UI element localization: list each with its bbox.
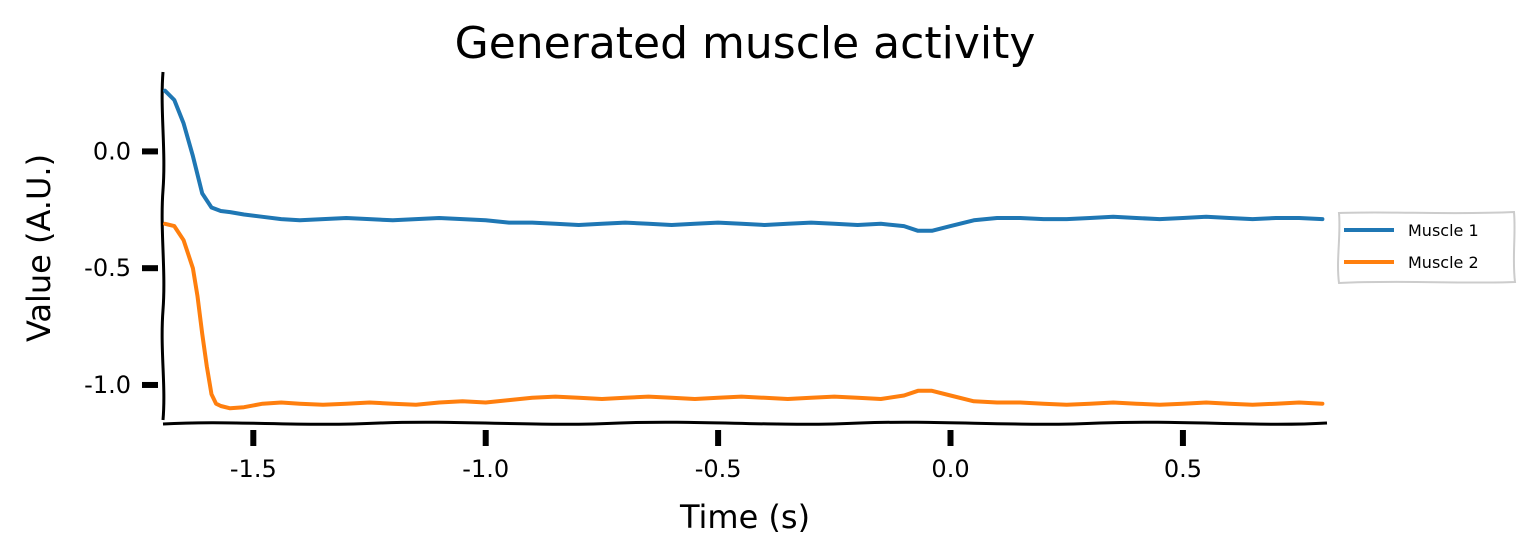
- series-line-muscle-2: [163, 221, 1325, 411]
- x-tick-label: 0.0: [931, 455, 969, 483]
- series-layer: [163, 88, 1325, 411]
- legend-label-muscle-2: Muscle 2: [1408, 253, 1479, 272]
- chart-title: Generated muscle activity: [455, 18, 1036, 69]
- x-ticks: -1.5 -1.0 -0.5 0.0 0.5: [230, 430, 1202, 483]
- x-tick-label: -1.5: [230, 455, 277, 483]
- x-tick-label: -1.0: [462, 455, 509, 483]
- y-ticks: 0.0 -0.5 -1.0: [84, 137, 158, 399]
- x-axis-label: Time (s): [679, 498, 810, 536]
- y-axis-label: Value (A.U.): [20, 154, 58, 342]
- series-line-muscle-1: [163, 88, 1325, 233]
- y-tick-label: 0.0: [93, 137, 131, 165]
- legend-label-muscle-1: Muscle 1: [1408, 221, 1479, 240]
- y-tick-label: -0.5: [84, 254, 131, 282]
- legend: Muscle 1 Muscle 2: [1337, 210, 1517, 285]
- y-axis-spine: [160, 71, 166, 421]
- x-axis-spine: [162, 420, 1328, 426]
- y-tick-label: -1.0: [84, 371, 131, 399]
- x-tick-label: -0.5: [695, 455, 742, 483]
- x-tick-label: 0.5: [1164, 455, 1202, 483]
